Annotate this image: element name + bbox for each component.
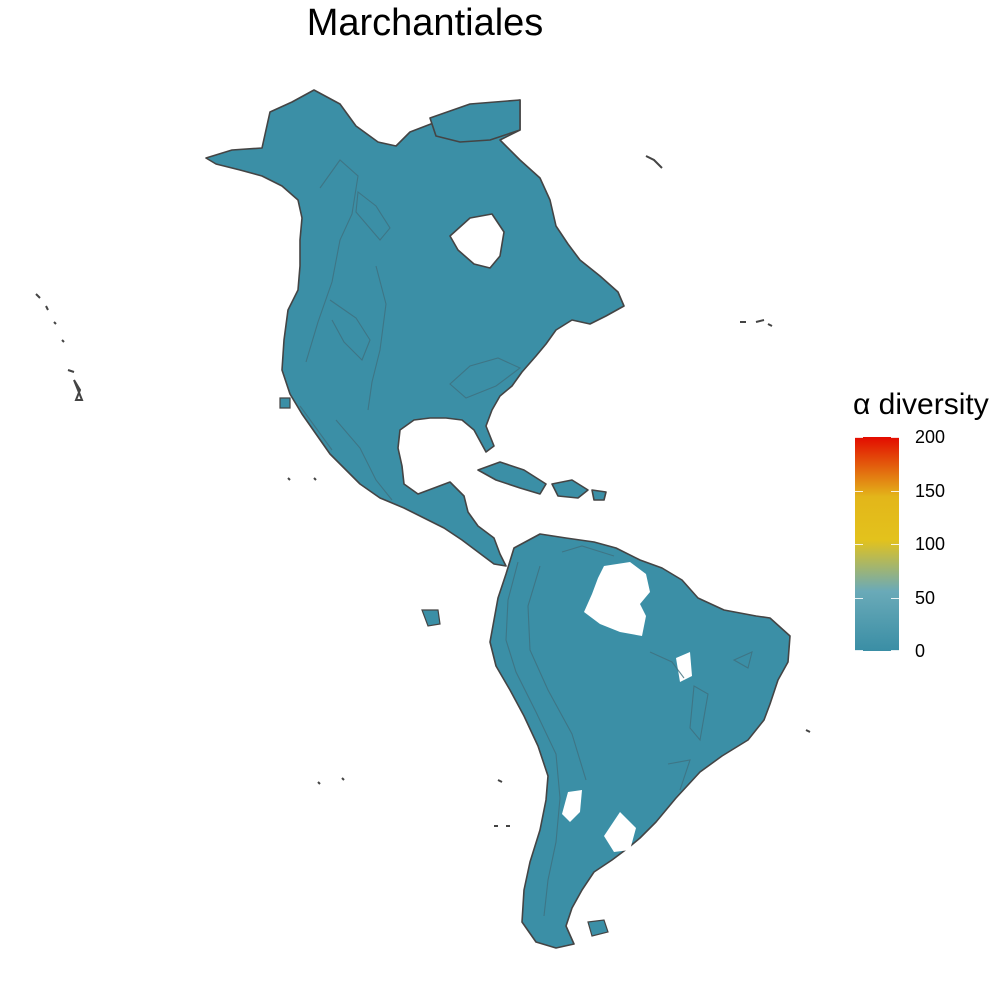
amazon-gap — [584, 562, 650, 636]
legend-tick-label: 100 — [915, 534, 946, 554]
legend-tick-mark — [855, 437, 863, 438]
hudson-bay — [449, 213, 505, 269]
legend-tick-mark — [855, 597, 863, 599]
cuba-region — [477, 461, 547, 495]
hawaii-island — [279, 397, 291, 409]
legend-tick-label: 150 — [915, 480, 946, 501]
legend-tick-mark — [891, 597, 899, 599]
legend-tick-label: 50 — [915, 587, 936, 608]
legend-tick-mark — [891, 490, 899, 492]
legend-tick-mark — [891, 650, 899, 651]
central-gap — [676, 652, 692, 682]
falklands-region — [587, 919, 609, 937]
north-america-region — [205, 89, 625, 567]
greenland-region — [429, 99, 521, 143]
legend-title: α diversity — [853, 388, 989, 421]
legend-tick-label: 0 — [915, 641, 926, 661]
legend-tick-mark — [855, 490, 863, 492]
legend-tick-mark — [855, 650, 863, 651]
hispaniola-region — [551, 479, 589, 499]
antilles-region — [591, 489, 607, 501]
pampas-gap — [604, 812, 636, 852]
legend-tick-mark — [891, 437, 899, 438]
legend-tick-mark — [855, 544, 863, 545]
galapagos-region — [421, 609, 441, 627]
patagonia-gap — [562, 790, 582, 822]
page-title: Marchantiales — [306, 2, 544, 44]
legend-tick-mark — [891, 544, 899, 545]
legend-tick-label: 200 — [915, 427, 946, 447]
